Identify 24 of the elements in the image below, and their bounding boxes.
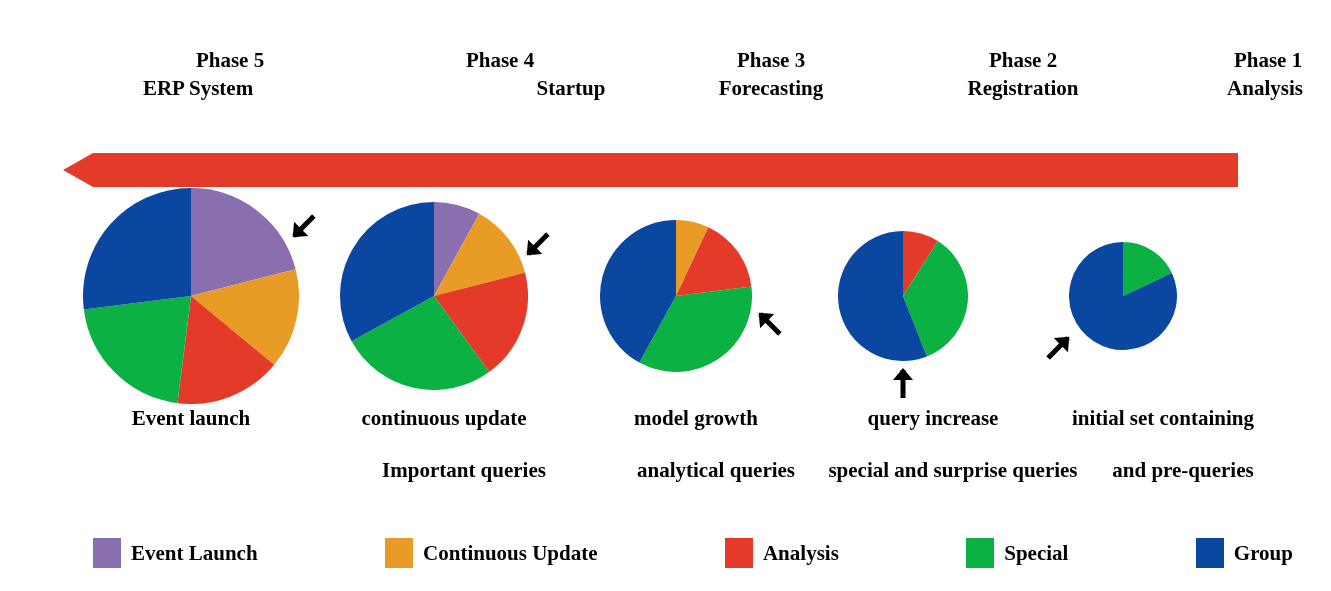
text: Startup (536, 76, 606, 101)
chart-title: Phase 3 (736, 48, 806, 73)
chart-title: Phase 4 (465, 48, 535, 73)
text: and pre-queries (1112, 458, 1254, 483)
text: Important queries (382, 458, 546, 483)
legend-label: Analysis (762, 540, 839, 566)
text: Registration (967, 76, 1079, 101)
text: analytical queries (636, 458, 796, 483)
text: continuous update (361, 406, 527, 431)
text: initial set containing (1071, 406, 1255, 431)
legend-label: Special (1004, 540, 1069, 566)
text: model growth (634, 406, 758, 431)
text: Event launch (131, 406, 251, 431)
text: special and surprise queries (828, 458, 1078, 483)
text: query increase (867, 406, 999, 431)
text: Phase 1 (1233, 48, 1303, 73)
legend-label: Event Launch (131, 540, 258, 566)
chart-subtitle: ERP System (142, 76, 254, 101)
legend-label: Group (1233, 540, 1293, 566)
legend-label: Continuous Update (423, 540, 598, 566)
chart-title: Phase 5 (195, 48, 265, 73)
text: Phase 2 (988, 48, 1058, 73)
chart-subtitle: Forecasting (718, 76, 824, 101)
text: Analysis (1227, 76, 1303, 101)
